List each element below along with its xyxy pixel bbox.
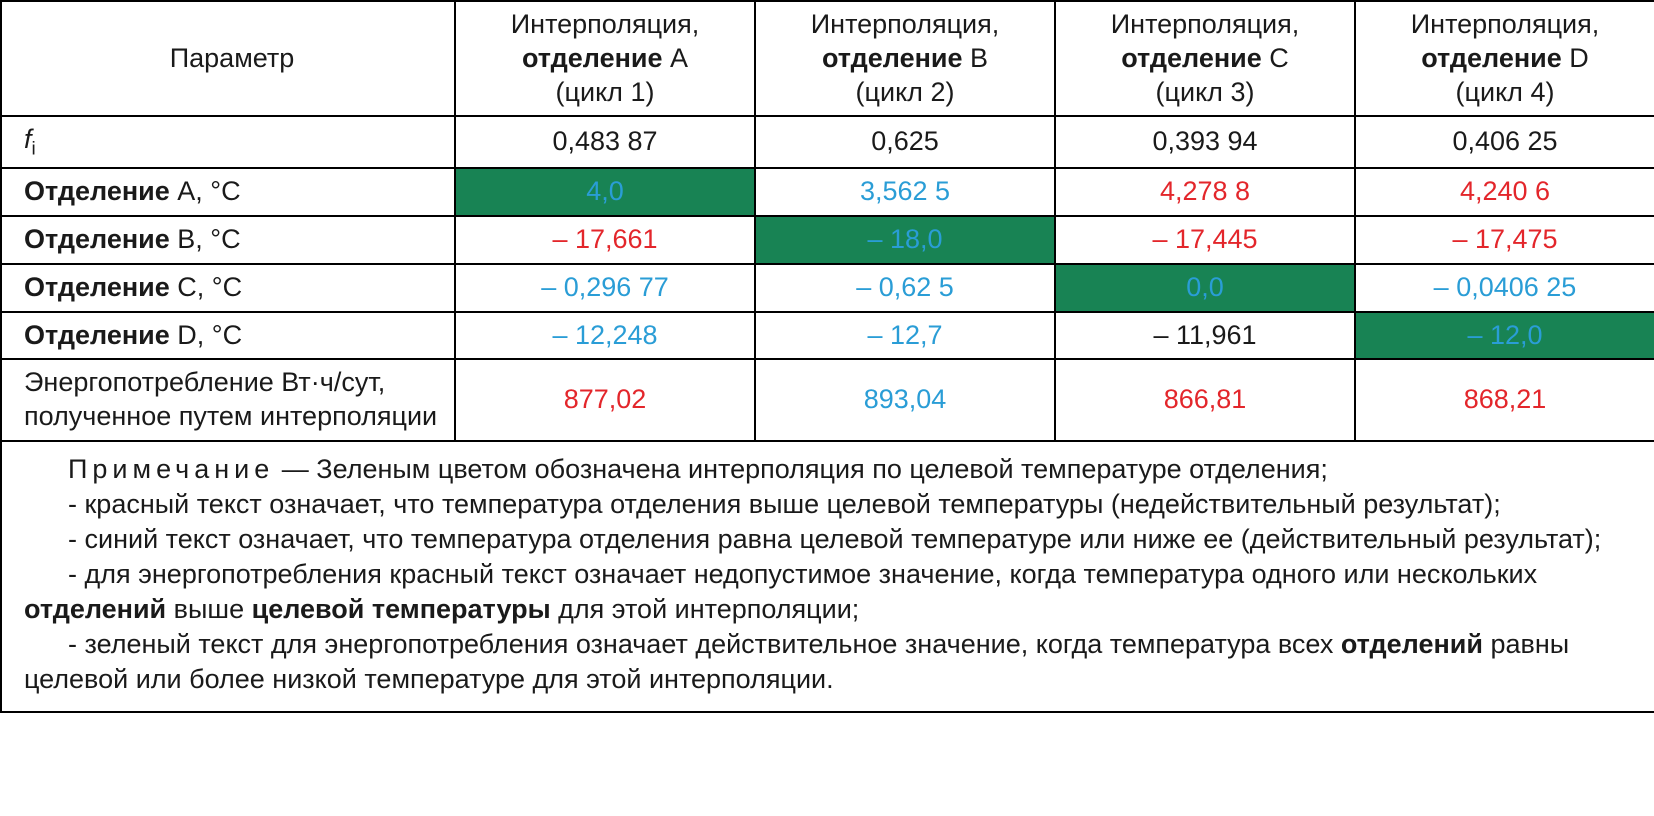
table-head: Параметр Интерполяция, отделение A (цикл…	[1, 1, 1654, 116]
cell: 0,406 25	[1355, 116, 1654, 168]
cell: 4,278 8	[1055, 168, 1355, 216]
header-col-c: Интерполяция, отделение C (цикл 3)	[1055, 1, 1355, 116]
cell: – 12,248	[455, 312, 755, 360]
row-label: fi	[1, 116, 455, 168]
table-row: Отделение C, °C– 0,296 77– 0,62 50,0– 0,…	[1, 264, 1654, 312]
note-cell: Примечание — Зеленым цветом обозначена и…	[1, 441, 1654, 713]
header-param-text: Параметр	[170, 43, 295, 73]
cell: – 0,0406 25	[1355, 264, 1654, 312]
cell: – 17,475	[1355, 216, 1654, 264]
cell: – 11,961	[1055, 312, 1355, 360]
cell: 0,393 94	[1055, 116, 1355, 168]
row-label: Энергопотребление Вт·ч/сут, полученное п…	[1, 359, 455, 441]
table-row: Отделение B, °C– 17,661– 18,0– 17,445– 1…	[1, 216, 1654, 264]
header-col-d: Интерполяция, отделение D (цикл 4)	[1355, 1, 1654, 116]
row-label: Отделение C, °C	[1, 264, 455, 312]
row-label: Отделение B, °C	[1, 216, 455, 264]
header-col-a: Интерполяция, отделение A (цикл 1)	[455, 1, 755, 116]
cell: – 0,62 5	[755, 264, 1055, 312]
cell: – 12,7	[755, 312, 1055, 360]
cell: – 17,661	[455, 216, 755, 264]
cell: 893,04	[755, 359, 1055, 441]
table-row: fi0,483 870,6250,393 940,406 25	[1, 116, 1654, 168]
header-col-b: Интерполяция, отделение B (цикл 2)	[755, 1, 1055, 116]
interpolation-table: Параметр Интерполяция, отделение A (цикл…	[0, 0, 1654, 713]
cell: 4,0	[455, 168, 755, 216]
table-row: Отделение D, °C– 12,248– 12,7– 11,961– 1…	[1, 312, 1654, 360]
cell: – 0,296 77	[455, 264, 755, 312]
cell: 0,625	[755, 116, 1055, 168]
page: Параметр Интерполяция, отделение A (цикл…	[0, 0, 1654, 816]
row-label: Отделение D, °C	[1, 312, 455, 360]
cell: – 12,0	[1355, 312, 1654, 360]
cell: – 18,0	[755, 216, 1055, 264]
cell: 0,0	[1055, 264, 1355, 312]
cell: 868,21	[1355, 359, 1654, 441]
table-row: Энергопотребление Вт·ч/сут, полученное п…	[1, 359, 1654, 441]
table-row: Отделение A, °C4,03,562 54,278 84,240 6	[1, 168, 1654, 216]
cell: 866,81	[1055, 359, 1355, 441]
cell: 877,02	[455, 359, 755, 441]
table-body: fi0,483 870,6250,393 940,406 25Отделение…	[1, 116, 1654, 441]
row-label: Отделение A, °C	[1, 168, 455, 216]
cell: 4,240 6	[1355, 168, 1654, 216]
cell: 3,562 5	[755, 168, 1055, 216]
cell: 0,483 87	[455, 116, 755, 168]
cell: – 17,445	[1055, 216, 1355, 264]
header-param: Параметр	[1, 1, 455, 116]
